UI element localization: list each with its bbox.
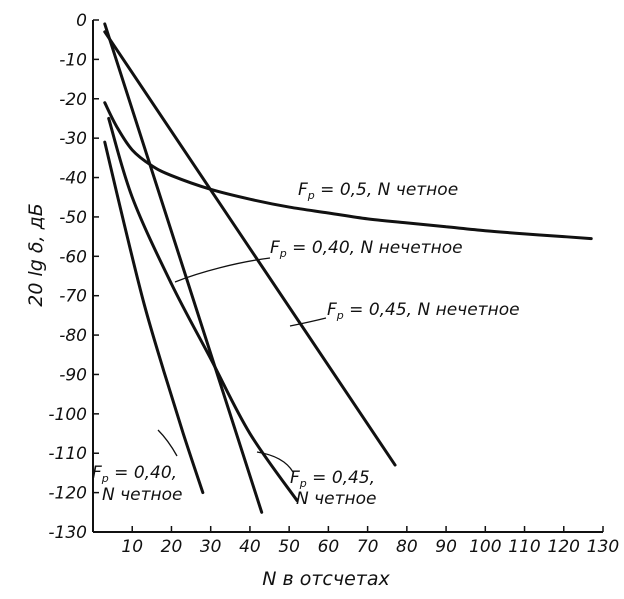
- leader-fp-045-odd: [289, 317, 327, 327]
- x-tick-label: 130: [587, 537, 619, 557]
- x-tick-label: 30: [200, 537, 222, 557]
- y-tick-label: -130: [48, 523, 87, 543]
- y-tick-label: -70: [59, 287, 87, 307]
- x-tick-label: 40: [239, 537, 261, 557]
- y-tick-label: -90: [59, 365, 87, 385]
- series-group: [103, 22, 593, 514]
- leader-fp-045-even: [256, 451, 294, 473]
- x-axis-title: N в отсчетах: [262, 568, 390, 590]
- x-tick-label: 60: [318, 537, 340, 557]
- y-tick-label: -120: [48, 484, 87, 504]
- label-fp-045-even: Fp = 0,45,: [290, 468, 375, 490]
- x-tick-label: 110: [508, 537, 540, 557]
- series-fp-05-even: [103, 101, 593, 241]
- x-tick-label: 100: [469, 537, 501, 557]
- x-tick-label: 50: [278, 537, 300, 557]
- x-tick-label: 70: [357, 537, 379, 557]
- y-axis-title: 20 lg δ, дБ: [25, 203, 47, 306]
- ticks: 0 -10 -20 -30 -40 -50 -60 -70 -80 -90 -100 -110 -120…: [48, 11, 619, 557]
- y-tick-label: -30: [59, 129, 87, 149]
- series-fp-040-even: [103, 140, 205, 495]
- series-fp-040-odd: [103, 22, 264, 514]
- y-tick-label: -10: [59, 50, 87, 70]
- x-tick-label: 80: [396, 537, 418, 557]
- y-tick-label: -100: [48, 405, 87, 425]
- leader-fp-040-even: [157, 429, 178, 457]
- label-fp-040-even-line2: N четное: [102, 485, 183, 505]
- axes: [92, 20, 603, 533]
- series-fp-045-even: [107, 116, 299, 502]
- x-tick-label: 10: [121, 537, 143, 557]
- x-tick-label: 120: [548, 537, 580, 557]
- y-tick-label: -110: [48, 444, 87, 464]
- y-tick-label: -20: [59, 90, 87, 110]
- y-tick-label: 0: [76, 11, 87, 31]
- label-fp-040-even: Fp = 0,40,: [92, 463, 177, 485]
- label-fp-045-odd: Fp = 0,45, N нечетное: [327, 300, 520, 322]
- x-tick-label: 90: [435, 537, 457, 557]
- y-tick-label: -60: [59, 247, 87, 267]
- y-tick-label: -50: [59, 208, 87, 228]
- leader-fp-040-odd: [174, 257, 271, 283]
- x-tick-label: 20: [161, 537, 183, 557]
- y-tick-label: -40: [59, 169, 87, 189]
- label-fp-045-even-line2: N четное: [296, 489, 377, 509]
- annotation-leaders: [157, 257, 327, 473]
- label-fp-05-even: Fp = 0,5, N четное: [298, 180, 458, 202]
- y-tick-label: -80: [59, 326, 87, 346]
- series-fp-045-odd: [103, 30, 397, 467]
- label-fp-040-odd: Fp = 0,40, N нечетное: [270, 238, 463, 260]
